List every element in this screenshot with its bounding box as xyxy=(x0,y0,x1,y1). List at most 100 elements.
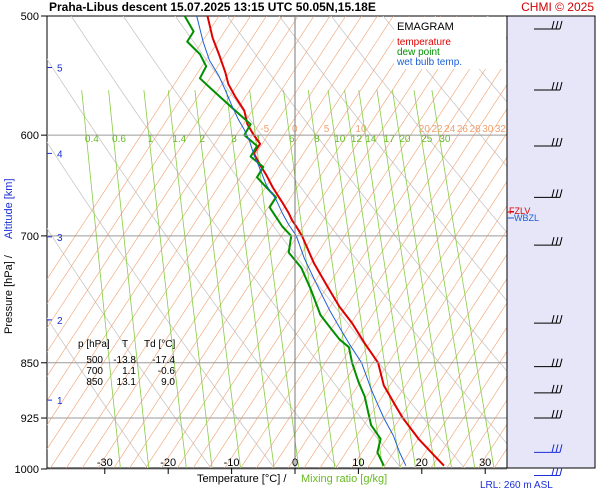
dewpoint-line xyxy=(183,16,385,467)
mixing-ratio-line xyxy=(327,90,384,468)
isotherm-line xyxy=(47,16,220,280)
mixing-ratio-line xyxy=(108,90,150,468)
yaxis-label-pressure: Pressure [hPa] / xyxy=(3,254,15,334)
wind-barb-flag xyxy=(551,409,555,419)
isotherm-label: 22 xyxy=(431,124,443,135)
mixing-ratio-line xyxy=(431,90,495,468)
mixing-ratio-label: 30 xyxy=(439,134,451,145)
wind-barb-flag xyxy=(551,315,555,324)
isotherm-label: 28 xyxy=(470,124,482,135)
altitude-tick-label: 5 xyxy=(57,64,63,75)
table-cell: -17.4 xyxy=(152,355,175,366)
wind-panel xyxy=(506,15,596,469)
x-tick-label: 0 xyxy=(292,457,298,469)
mixing-ratio-label: 1 xyxy=(148,134,154,145)
guide-lines xyxy=(47,16,507,468)
isotherm-line xyxy=(47,16,299,402)
isotherm-label: 20 xyxy=(419,124,431,135)
isotherm-line xyxy=(303,156,507,468)
legend-box xyxy=(394,17,506,69)
wind-barb xyxy=(534,384,563,394)
mixing-ratio-line xyxy=(413,90,476,468)
wind-barb-flag xyxy=(551,358,555,367)
fzlv-label: FZLV xyxy=(509,206,530,216)
isotherm-line xyxy=(272,108,507,468)
isotherm-label: 24 xyxy=(444,124,456,135)
mixing-ratio-line xyxy=(143,90,187,468)
legend-wetbulb: wet bulb temp. xyxy=(396,57,462,68)
wind-barb-flag xyxy=(559,467,563,476)
mixing-ratio-line xyxy=(194,90,241,468)
wind-barb xyxy=(534,467,563,476)
wind-barb-flag xyxy=(555,237,559,246)
isotherm-label: 32 xyxy=(495,124,507,135)
isotherm-line xyxy=(47,16,251,329)
dry-adiabat-line xyxy=(47,227,212,468)
table-cell: 500 xyxy=(86,355,103,366)
wind-barbs xyxy=(534,20,563,476)
wind-barb-flag xyxy=(551,189,555,198)
dry-adiabat-line xyxy=(382,16,507,167)
lrl-text: LRL: 260 m ASL xyxy=(480,480,553,491)
mixing-ratio-label: 17 xyxy=(384,134,396,145)
dry-adiabat-line xyxy=(174,16,507,445)
wind-barb-flag xyxy=(555,409,559,419)
credit-text[interactable]: CHMI © 2025 xyxy=(521,0,594,14)
temperature-line xyxy=(206,16,445,467)
table-cell: 13.1 xyxy=(117,377,137,388)
chart-title: Praha-Libus descent 15.07.2025 13:15 UTC… xyxy=(49,0,376,14)
isotherm-line xyxy=(192,16,489,468)
wind-barb xyxy=(534,237,563,246)
mixing-ratio-label: 25 xyxy=(421,134,433,145)
mixing-ratio-label: 14 xyxy=(365,134,377,145)
wind-barb xyxy=(534,81,563,91)
wind-barb xyxy=(534,20,563,30)
mixing-ratio-label: 6 xyxy=(289,134,295,145)
isotherm-line xyxy=(351,229,507,468)
pressure-tick-label: 1000 xyxy=(15,464,39,476)
wind-barb-flag xyxy=(559,444,563,453)
wind-barb-flag xyxy=(559,358,563,367)
altitude-tick-label: 4 xyxy=(57,149,63,160)
pressure-tick-label: 700 xyxy=(21,231,39,243)
wind-barb xyxy=(534,358,563,368)
isotherm-line xyxy=(129,16,426,468)
altitude-tick-label: 3 xyxy=(57,233,63,244)
wind-barb-flag xyxy=(551,81,555,91)
xaxis-label-temperature: Temperature [°C] / xyxy=(197,473,287,485)
table-header-p: p [hPa] xyxy=(78,339,110,350)
xaxis-label-mixratio: Mixing ratio [g/kg] xyxy=(301,473,387,485)
sounding-series xyxy=(183,16,445,467)
altitude-tick-label: 2 xyxy=(57,316,63,327)
isotherm-line xyxy=(414,326,507,468)
wbzl-label: WBZL xyxy=(514,213,539,223)
dry-adiabat-line xyxy=(70,16,402,468)
pressure-tick-label: 850 xyxy=(21,358,39,370)
yaxis-label-altitude: Altitude [km] xyxy=(3,178,15,239)
mixing-ratio-line xyxy=(307,90,362,468)
wind-barb-flag xyxy=(555,20,559,30)
isotherm-line xyxy=(208,16,505,468)
isotherm-line xyxy=(65,16,362,468)
isotherm-line xyxy=(97,16,394,468)
wind-barb xyxy=(534,409,563,419)
mixing-ratio-line xyxy=(167,90,213,468)
legend-temperature: temperature xyxy=(397,37,451,48)
mixing-ratio-label: 20 xyxy=(399,134,411,145)
wind-barb-flag xyxy=(551,444,555,453)
isotherm-line xyxy=(47,16,315,426)
mixing-ratio-label: 2 xyxy=(199,134,205,145)
dry-adiabat-line xyxy=(330,16,507,234)
isotherm-line xyxy=(287,132,507,468)
table-cell: 700 xyxy=(86,366,103,377)
wind-barb-flag xyxy=(551,237,555,246)
wind-barb-flag xyxy=(555,137,559,147)
wind-barb xyxy=(534,444,563,453)
isotherm-label: 30 xyxy=(482,124,494,135)
mixing-ratio-label: 12 xyxy=(351,134,363,145)
pressure-tick-label: 925 xyxy=(21,413,39,425)
wind-barb-flag xyxy=(559,384,563,393)
pressure-tick-label: 600 xyxy=(21,130,39,142)
